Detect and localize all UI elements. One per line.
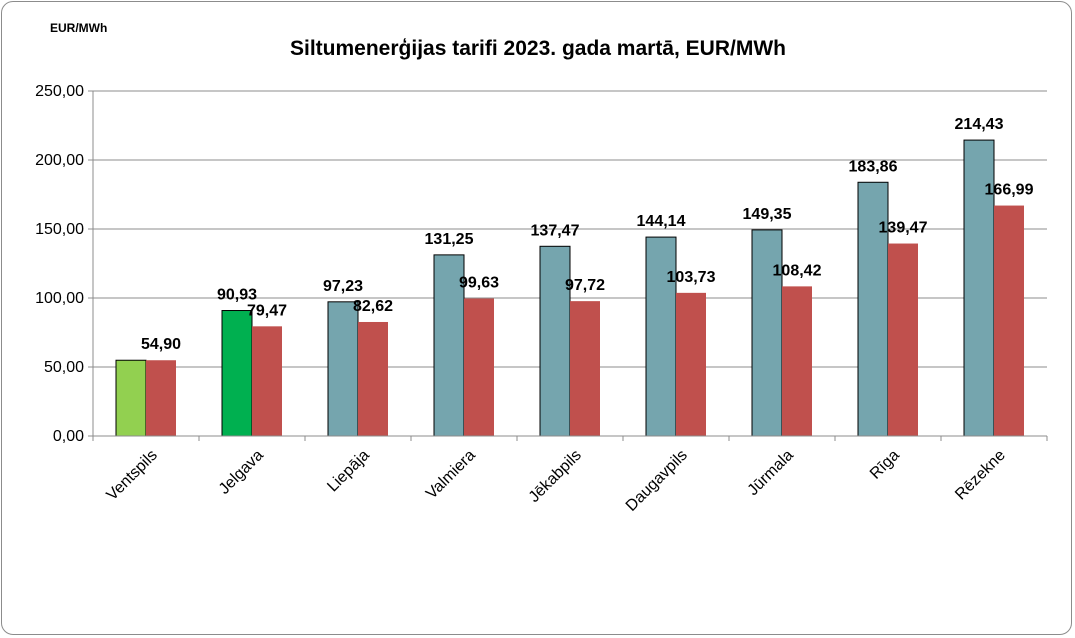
bar-series-1 bbox=[645, 236, 677, 437]
y-axis: 0,00 50,00 100,00 150,00 200,00 250,00 bbox=[35, 83, 94, 445]
x-tick-label: Jūrmala bbox=[745, 447, 797, 499]
bar-series-1 bbox=[327, 301, 359, 437]
bar-series-2 bbox=[994, 205, 1024, 436]
data-label: 90,93 bbox=[217, 287, 257, 304]
data-label: 97,72 bbox=[565, 277, 605, 294]
bar-series-1 bbox=[115, 359, 147, 437]
bar-series-2 bbox=[358, 321, 388, 436]
x-tick-label: Valmiera bbox=[423, 447, 479, 503]
bar-series-2 bbox=[464, 298, 494, 436]
x-tick-label: Rēzekne bbox=[952, 447, 1009, 504]
bar-series-1 bbox=[221, 310, 253, 437]
y-tick-label: 250,00 bbox=[35, 83, 84, 100]
x-tick-label: Ventspils bbox=[104, 447, 161, 504]
x-tick-label: Rīga bbox=[867, 447, 903, 483]
data-label: 108,42 bbox=[773, 262, 822, 279]
x-tick-label: Liepāja bbox=[324, 447, 373, 496]
x-tick-label: Jēkabpils bbox=[526, 447, 585, 506]
x-axis: Ventspils Jelgava Liepāja Valmiera Jēkabpils… bbox=[92, 435, 1048, 515]
bar-series-1 bbox=[751, 229, 783, 437]
data-label: 103,73 bbox=[667, 269, 716, 286]
data-label: 82,62 bbox=[353, 298, 393, 315]
bar-series-2 bbox=[252, 326, 282, 436]
data-label: 139,47 bbox=[879, 220, 928, 237]
bar-series-1 bbox=[539, 245, 571, 437]
data-label: 79,47 bbox=[247, 302, 287, 319]
chart-title: Siltumenerģijas tarifi 2023. gada martā,… bbox=[290, 37, 786, 60]
data-label: 97,23 bbox=[323, 278, 363, 295]
data-label: 214,43 bbox=[955, 116, 1004, 133]
data-label: 54,90 bbox=[141, 336, 181, 353]
bar-series-2 bbox=[782, 286, 812, 436]
x-tick-label: Daugavpils bbox=[623, 447, 691, 515]
y-tick-label: 200,00 bbox=[35, 152, 84, 169]
bar-series-2 bbox=[888, 243, 918, 436]
bar-series-2 bbox=[570, 301, 600, 436]
bars bbox=[115, 139, 1024, 437]
data-label: 144,14 bbox=[637, 213, 686, 230]
bar-series-1 bbox=[963, 139, 995, 437]
bar-series-2 bbox=[146, 360, 176, 436]
data-label: 183,86 bbox=[849, 158, 898, 175]
x-tick-label: Jelgava bbox=[216, 447, 267, 498]
y-tick-label: 0,00 bbox=[53, 428, 84, 445]
data-label: 99,63 bbox=[459, 275, 499, 292]
unit-label: EUR/MWh bbox=[50, 21, 107, 35]
y-tick-label: 100,00 bbox=[35, 290, 84, 307]
data-label: 131,25 bbox=[425, 231, 474, 248]
y-tick-label: 150,00 bbox=[35, 221, 84, 238]
data-label: 137,47 bbox=[531, 222, 580, 239]
bar-series-2 bbox=[676, 292, 706, 436]
data-label: 166,99 bbox=[985, 182, 1034, 199]
y-tick-label: 50,00 bbox=[44, 359, 84, 376]
data-label: 149,35 bbox=[743, 206, 792, 223]
